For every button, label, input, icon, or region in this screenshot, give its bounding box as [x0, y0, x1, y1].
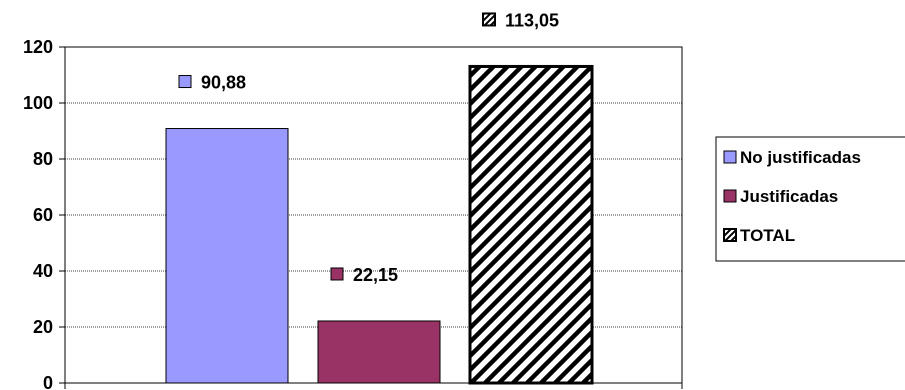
- bars: [165, 64, 594, 385]
- data-label-key: [178, 75, 192, 89]
- bar-total: [468, 64, 594, 385]
- data-label-key: [330, 267, 344, 281]
- legend-swatch: [723, 189, 737, 203]
- legend-label: Justificadas: [740, 187, 838, 206]
- data-label: 22,15: [353, 265, 398, 285]
- y-tick-label: 0: [43, 373, 53, 390]
- legend-swatch: [723, 150, 737, 164]
- legend: No justificadas Justificadas TOTAL: [715, 136, 905, 262]
- legend-box: [715, 136, 905, 262]
- data-label-key: [482, 12, 496, 27]
- y-tick-label: 80: [33, 149, 53, 169]
- data-labels: 90,88 22,15 113,05: [178, 10, 559, 285]
- y-tick-label: 120: [23, 37, 53, 57]
- bar-no-justificadas: [165, 128, 289, 384]
- data-label: 90,88: [201, 73, 246, 93]
- legend-swatch: [723, 228, 737, 242]
- y-tick-label: 20: [33, 317, 53, 337]
- data-label: 113,05: [505, 10, 559, 30]
- legend-label: TOTAL: [740, 226, 795, 245]
- y-tick-label: 60: [33, 205, 53, 225]
- y-tick-label: 100: [23, 93, 53, 113]
- y-tick-label: 40: [33, 261, 53, 281]
- legend-label: No justificadas: [740, 148, 861, 167]
- bar-justificadas: [317, 320, 441, 384]
